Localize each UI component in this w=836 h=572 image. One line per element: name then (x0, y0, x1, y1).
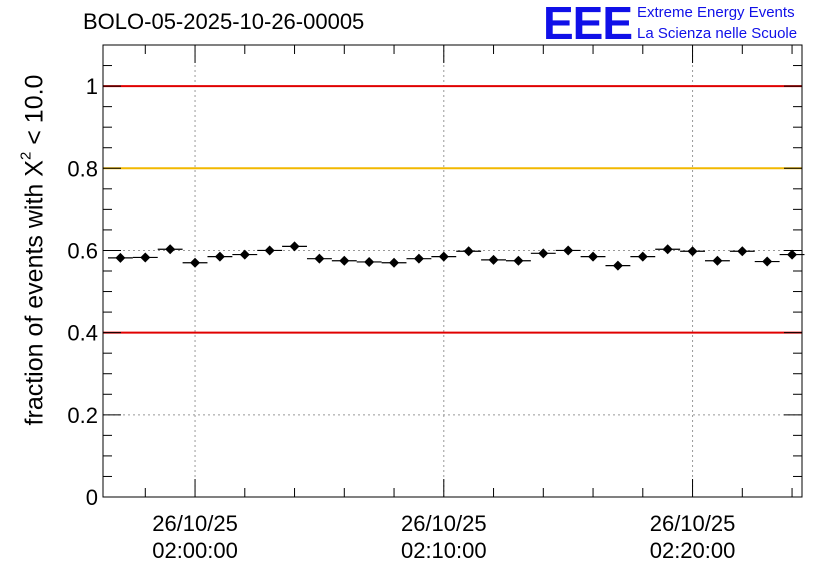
data-point-marker (190, 257, 201, 268)
data-point-marker (513, 255, 524, 266)
data-point (107, 252, 133, 263)
x-tick-label-date: 26/10/25 (152, 511, 238, 536)
eee-logo-mark: EEE (543, 0, 633, 49)
data-point (381, 257, 407, 268)
data-point (481, 254, 506, 265)
data-point-marker (115, 252, 126, 263)
data-point-marker (214, 251, 225, 262)
data-point (331, 255, 357, 266)
data-point (132, 252, 158, 263)
data-point-marker (563, 245, 574, 256)
data-point (655, 244, 681, 255)
data-point (680, 246, 705, 257)
data-point-marker (264, 245, 275, 256)
x-tick-label-time: 02:00:00 (152, 538, 238, 563)
y-tick-label: 0.6 (67, 238, 98, 263)
data-point (555, 245, 581, 256)
data-point (754, 256, 780, 267)
data-point-marker (787, 249, 798, 260)
data-point (356, 256, 382, 267)
data-point (207, 251, 233, 262)
data-point (431, 251, 457, 262)
data-point-marker (737, 246, 748, 257)
data-point (406, 253, 432, 264)
data-point-marker (662, 244, 673, 255)
data-point (580, 251, 606, 262)
data-point-marker (438, 251, 449, 262)
data-point-marker (762, 256, 773, 267)
data-point-marker (588, 251, 599, 262)
y-tick-label: 1 (86, 74, 98, 99)
data-point-marker (314, 253, 325, 264)
data-point-marker (339, 255, 350, 266)
data-point-marker (463, 246, 474, 257)
x-tick-label-date: 26/10/25 (650, 511, 736, 536)
data-point-marker (165, 244, 176, 255)
data-point-marker (364, 256, 375, 267)
data-point-marker (637, 251, 648, 262)
data-point-marker (612, 260, 623, 271)
data-point-marker (413, 253, 424, 264)
data-point (704, 255, 730, 266)
y-tick-label: 0.4 (67, 321, 98, 346)
data-point (282, 241, 307, 252)
data-point (157, 244, 183, 255)
data-point (530, 248, 556, 259)
logo-line-la-scienza: La Scienza nelle Scuole (637, 25, 798, 42)
data-point-marker (289, 241, 300, 252)
data-point (456, 246, 482, 257)
data-point-marker (389, 257, 400, 268)
data-point-marker (239, 249, 250, 260)
eee-logo: EEE Extreme Energy Events La Scienza nel… (543, 0, 833, 49)
x-tick-label-time: 02:10:00 (401, 538, 487, 563)
data-point (630, 251, 656, 262)
data-point (257, 245, 283, 256)
reference-lines (103, 85, 802, 334)
data-point (605, 260, 631, 271)
data-point (306, 253, 332, 264)
data-point-marker (538, 248, 549, 259)
x-tick-label-date: 26/10/25 (401, 511, 487, 536)
logo-line-extreme-energy-events: Extreme Energy Events (637, 4, 795, 21)
grid-layer (103, 45, 802, 497)
data-point (182, 257, 208, 268)
x-tick-label-time: 02:20:00 (650, 538, 736, 563)
data-point-marker (140, 252, 151, 263)
data-point (779, 249, 805, 260)
plot-frame (102, 44, 803, 498)
data-points (107, 241, 805, 271)
chart-title: BOLO-05-2025-10-26-00005 (83, 9, 365, 34)
y-tick-label: 0.2 (67, 403, 98, 428)
data-point (232, 249, 258, 260)
data-point-marker (687, 246, 698, 257)
data-point-marker (488, 254, 499, 265)
data-point-marker (712, 255, 723, 266)
y-tick-label: 0.8 (67, 156, 98, 181)
y-tick-label: 0 (86, 485, 98, 510)
data-point (505, 255, 531, 266)
axes: 00.20.40.60.8126/10/2502:00:0026/10/2502… (67, 45, 802, 563)
data-point (729, 246, 755, 257)
